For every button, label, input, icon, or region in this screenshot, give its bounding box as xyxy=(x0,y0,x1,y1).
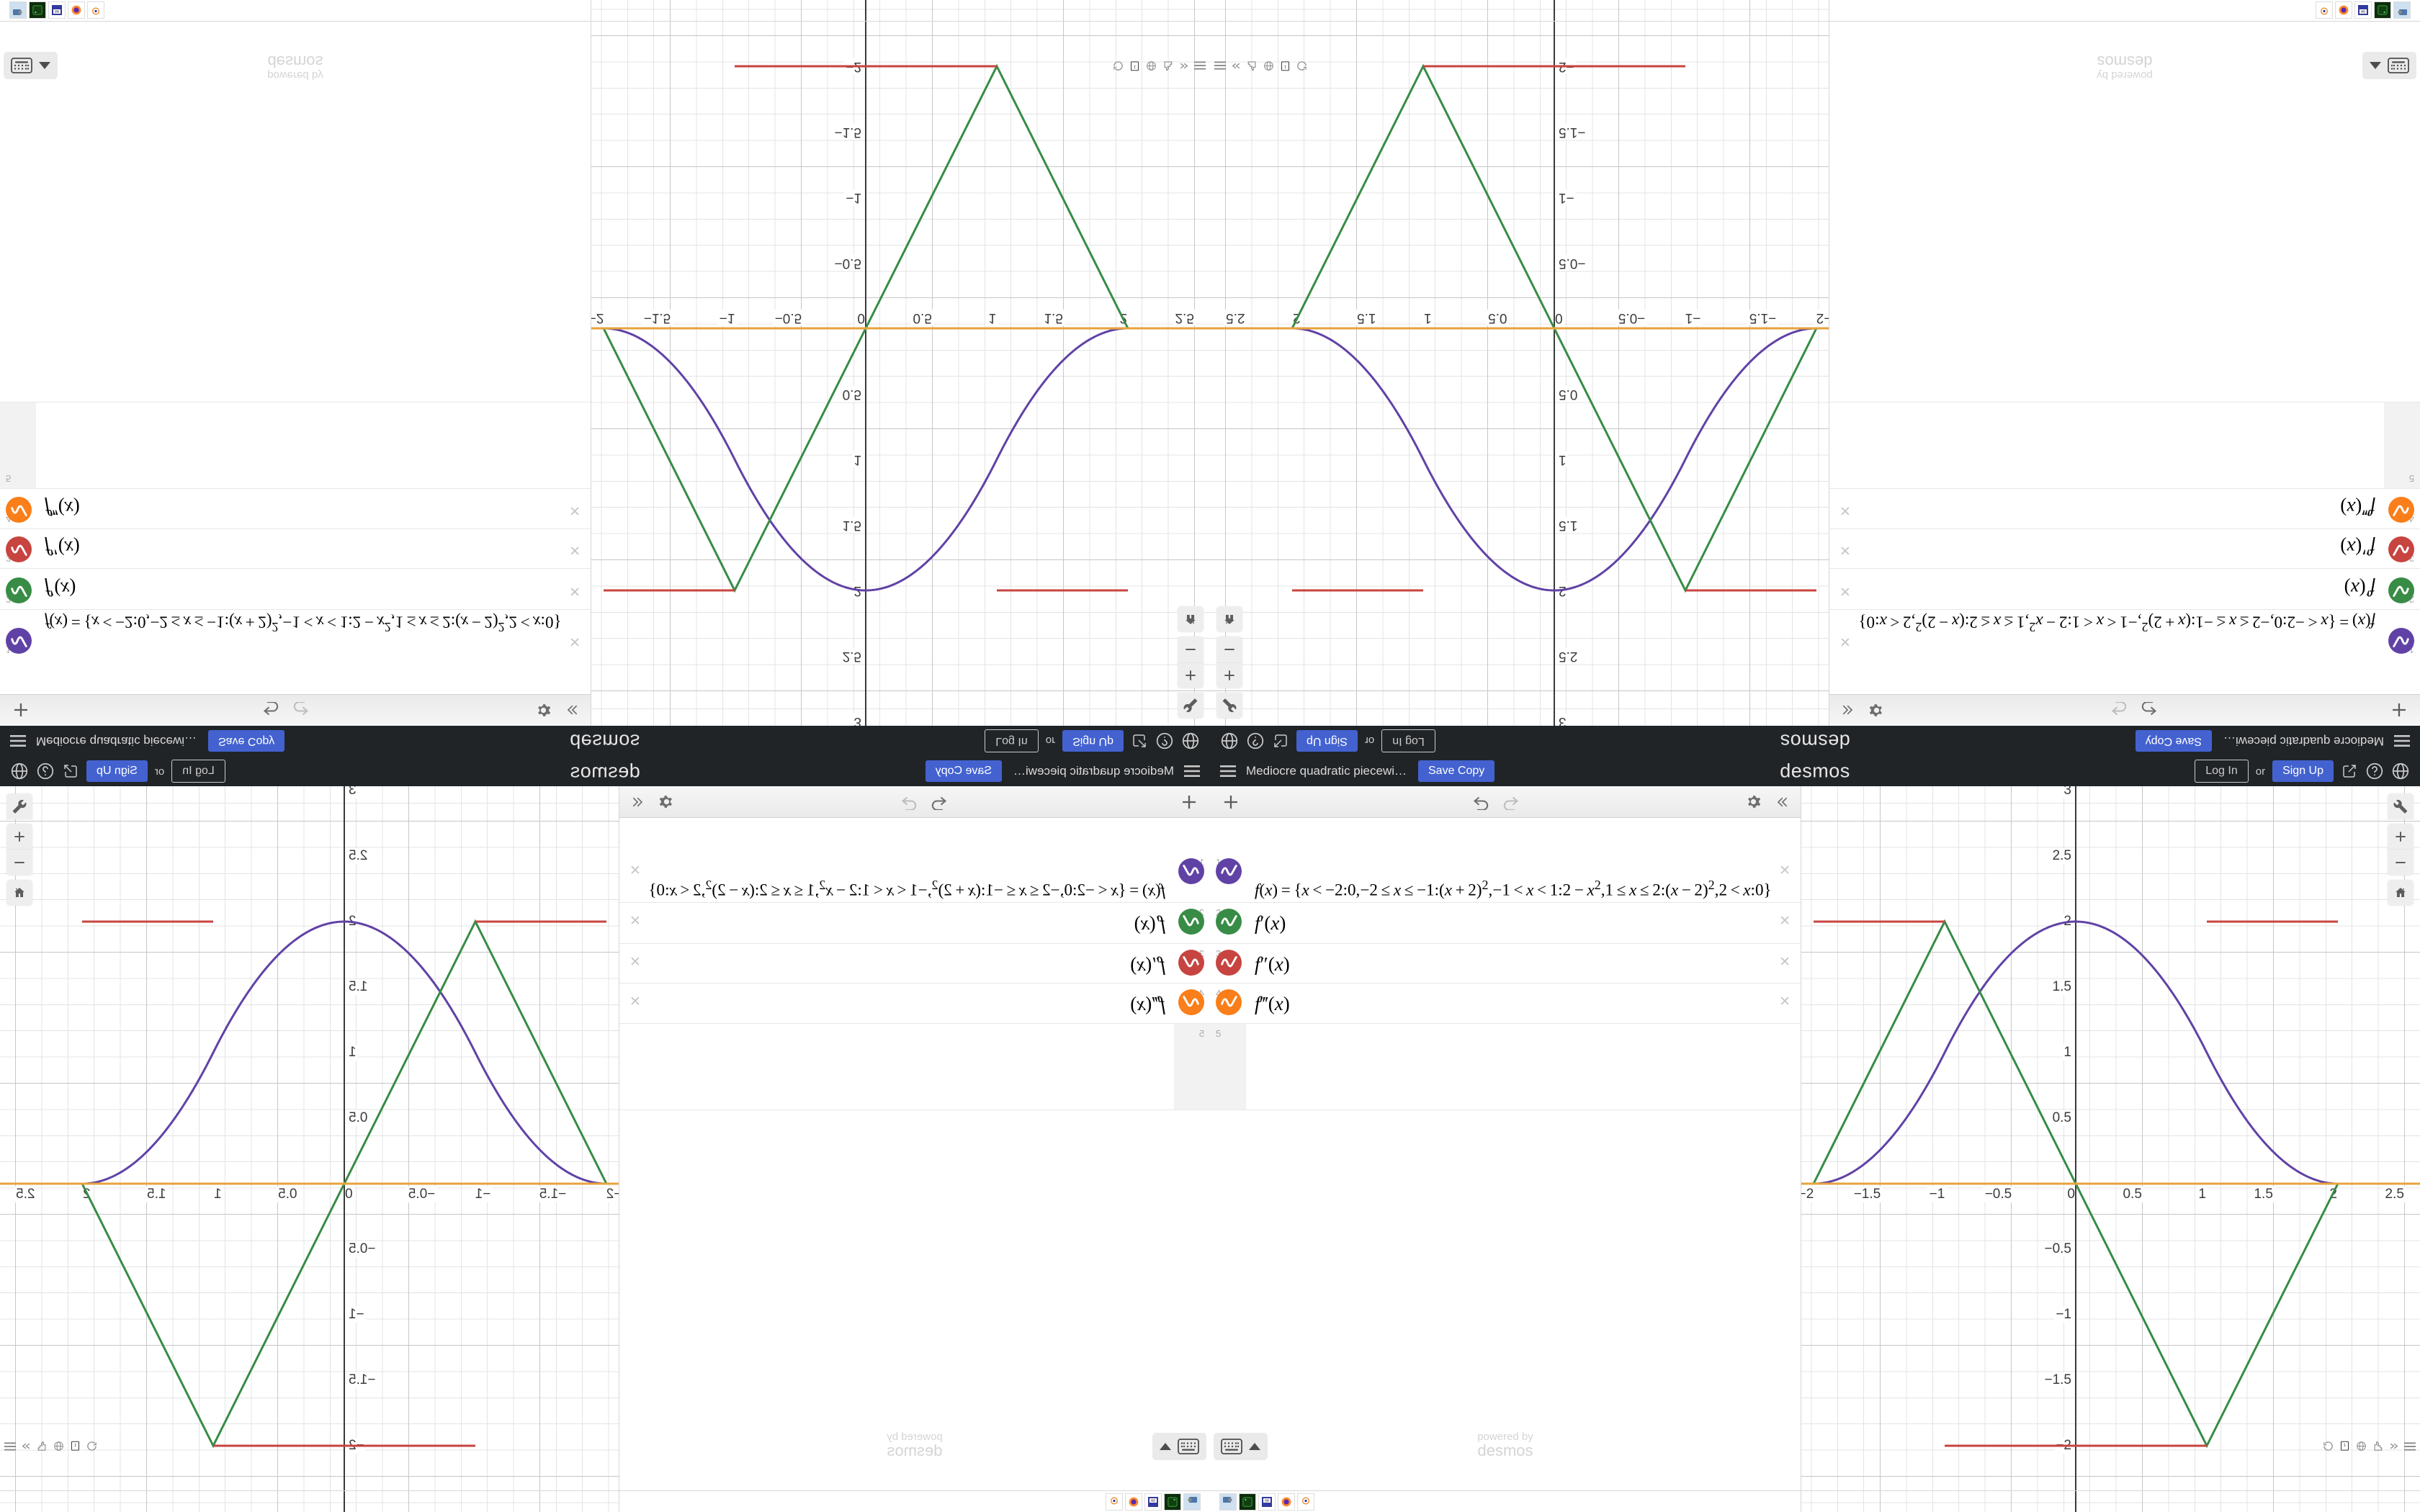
svg-text:64: 64 xyxy=(1151,1499,1155,1503)
svg-text:1: 1 xyxy=(1134,64,1136,68)
svg-text:64: 64 xyxy=(1265,1499,1269,1503)
svg-text:1: 1 xyxy=(1284,64,1286,68)
svg-text:1: 1 xyxy=(2344,1444,2346,1448)
svg-text:64: 64 xyxy=(55,9,59,14)
svg-text:1: 1 xyxy=(74,1444,76,1448)
svg-text:64: 64 xyxy=(2361,9,2365,14)
